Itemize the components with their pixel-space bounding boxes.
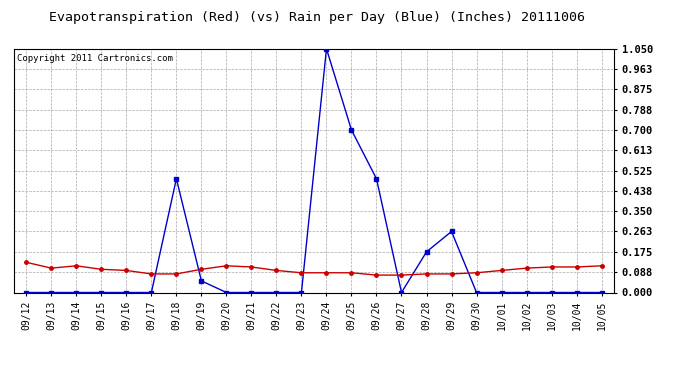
Text: Evapotranspiration (Red) (vs) Rain per Day (Blue) (Inches) 20111006: Evapotranspiration (Red) (vs) Rain per D… — [50, 11, 585, 24]
Text: Copyright 2011 Cartronics.com: Copyright 2011 Cartronics.com — [17, 54, 172, 63]
